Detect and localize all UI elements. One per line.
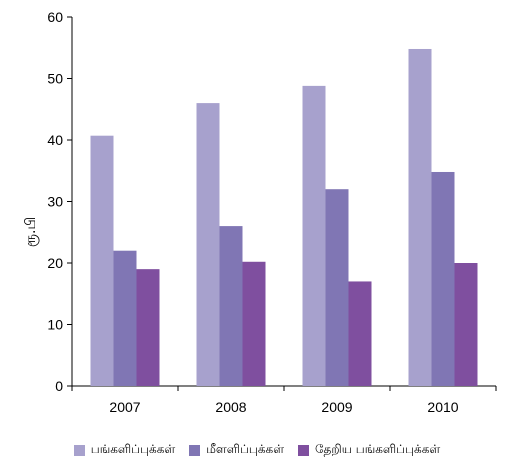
- x-axis: 2007 2008 2009 2010: [71, 385, 497, 415]
- y-tick-label: 0: [55, 378, 63, 394]
- legend-item-1: பங்களிப்புக்கள்: [73, 442, 176, 458]
- x-tick-label: 2010: [427, 399, 458, 415]
- x-tick-label: 2007: [109, 399, 140, 415]
- bar-series-3-2008: [242, 261, 266, 386]
- bar-series-3-2007: [136, 269, 160, 386]
- bar-series-1-2008: [196, 103, 220, 386]
- bar-series-2-2007: [113, 250, 137, 386]
- legend-item-3: தேறிய பங்களிப்புக்கள்: [298, 442, 440, 458]
- y-tick-label: 20: [47, 255, 63, 271]
- y-tick-label: 50: [47, 71, 63, 87]
- legend-label: மீளளிப்புக்கள்: [206, 442, 285, 456]
- bar-series-2-2010: [431, 171, 455, 386]
- bar-series-3-2010: [454, 263, 478, 386]
- y-tick-label: 40: [47, 132, 63, 148]
- legend-swatch: [73, 444, 85, 456]
- legend-label: பங்களிப்புக்கள்: [90, 442, 176, 456]
- y-tick-label: 60: [47, 9, 63, 25]
- legend-label: தேறிய பங்களிப்புக்கள்: [315, 442, 441, 456]
- bar-chart: 0 10 20 30 40 50 60 2007 2008 2009 2010 ரூ.பி: [23, 9, 497, 415]
- legend-swatch: [189, 444, 201, 456]
- legend-swatch: [298, 444, 310, 456]
- bar-series-2-2009: [325, 189, 349, 386]
- bar-series-2-2008: [219, 226, 243, 386]
- bars: [90, 48, 478, 386]
- y-axis-label: ரூ.பி: [23, 217, 39, 247]
- bar-series-1-2009: [302, 85, 326, 386]
- bar-series-1-2007: [90, 135, 114, 386]
- x-tick-label: 2009: [321, 399, 352, 415]
- y-tick-label: 10: [47, 317, 63, 333]
- y-axis: 0 10 20 30 40 50 60: [47, 9, 73, 394]
- y-tick-label: 30: [47, 194, 63, 210]
- x-tick-label: 2008: [215, 399, 246, 415]
- bar-series-3-2009: [348, 281, 372, 386]
- legend-item-2: மீளளிப்புக்கள்: [189, 442, 284, 458]
- bar-series-1-2010: [408, 48, 432, 386]
- legend: பங்களிப்புக்கள் மீளளிப்புக்கள் தேறிய பங்கள…: [0, 440, 514, 460]
